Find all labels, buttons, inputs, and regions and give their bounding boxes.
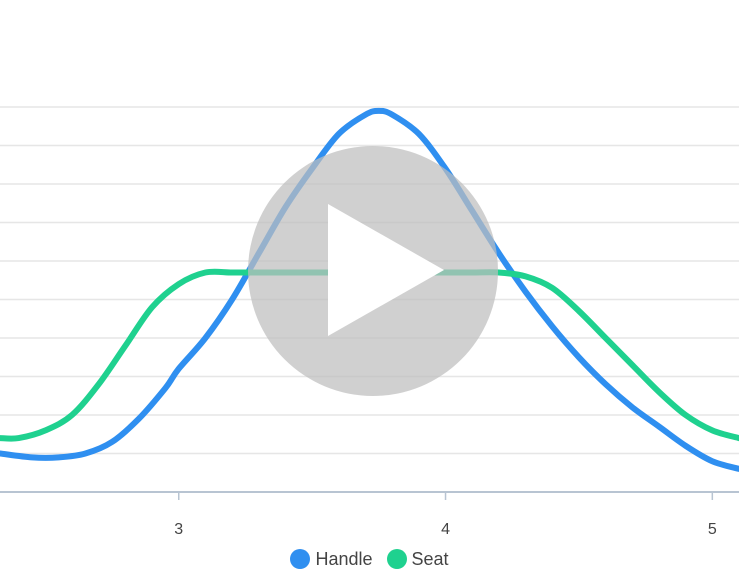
legend-item-seat[interactable]: Seat — [386, 548, 449, 570]
legend-marker-seat — [386, 549, 407, 569]
legend-item-handle[interactable]: Handle — [290, 548, 373, 570]
series-line-handle — [0, 107, 739, 472]
x-tick-label: 5 — [708, 521, 717, 538]
legend-marker-handle — [290, 549, 311, 569]
play-button[interactable] — [248, 146, 498, 396]
legend-label-handle: Handle — [315, 548, 373, 569]
x-tick-label: 3 — [174, 521, 183, 538]
legend-label-seat: Seat — [411, 548, 449, 569]
play-icon — [328, 204, 444, 336]
x-tick-label: 4 — [441, 521, 450, 538]
chart-legend: Handle Seat — [0, 546, 739, 572]
x-axis: 3 4 5 — [174, 492, 717, 538]
